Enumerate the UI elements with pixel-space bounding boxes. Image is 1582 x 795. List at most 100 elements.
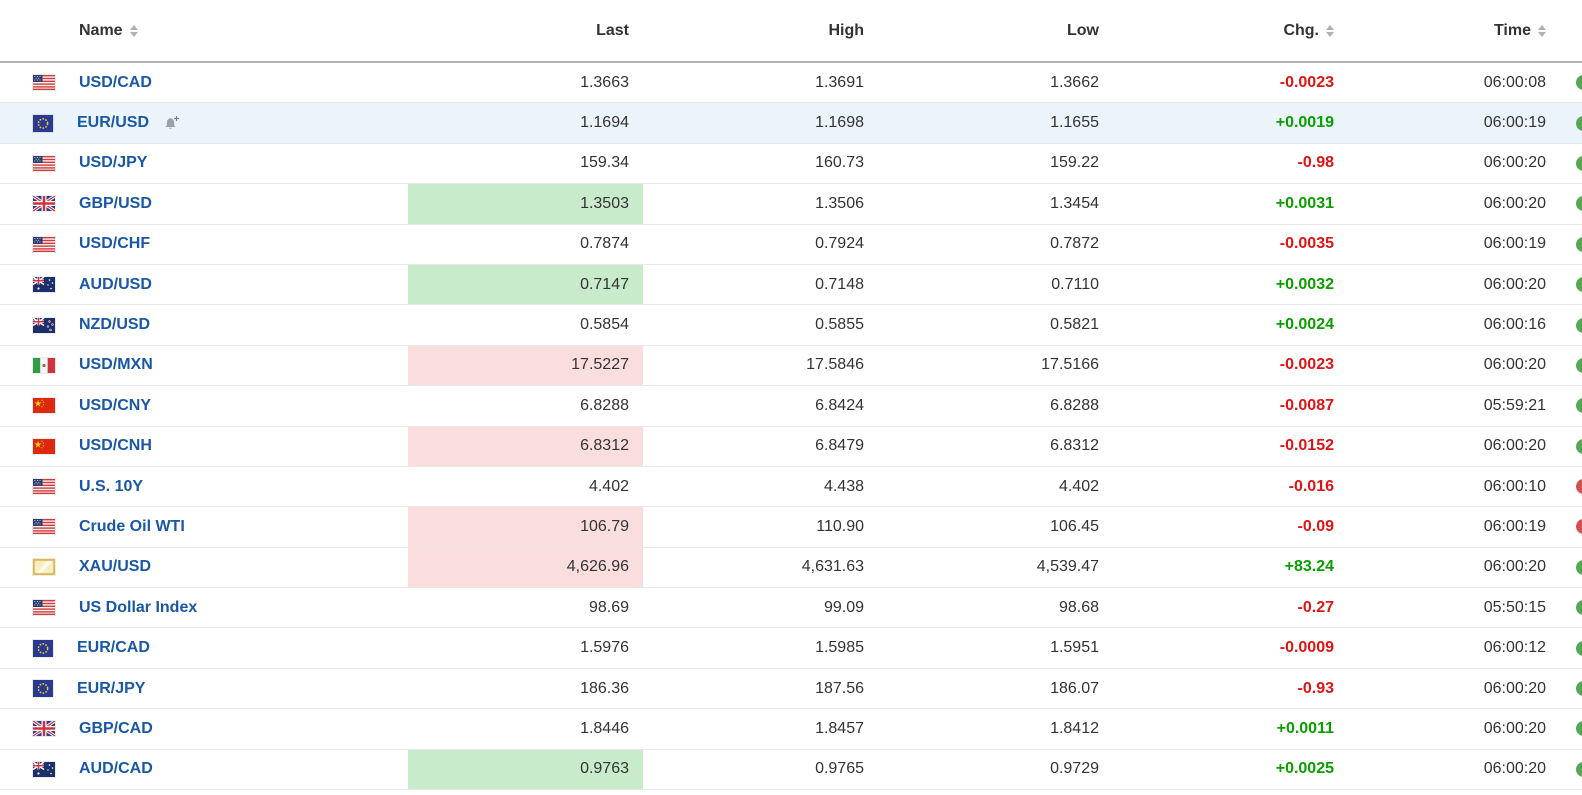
column-header-last: Last xyxy=(408,0,643,61)
last-cell: 0.5854 xyxy=(580,316,629,334)
instrument-link[interactable]: EUR/CAD xyxy=(77,639,150,657)
change-cell: -0.0023 xyxy=(1279,356,1334,374)
us-flag-icon xyxy=(33,519,55,535)
low-cell: 6.8312 xyxy=(1050,437,1099,455)
instrument-link[interactable]: USD/CHF xyxy=(79,235,151,253)
table-header: Name Last High Low Chg. Time xyxy=(0,0,1582,63)
instrument-link[interactable]: AUD/USD xyxy=(79,275,152,293)
sort-icon[interactable] xyxy=(1326,24,1334,37)
market-open-clock-icon xyxy=(1576,721,1582,737)
instrument-link[interactable]: XAU/USD xyxy=(79,558,152,576)
clock-cell xyxy=(1560,144,1582,183)
instrument-link[interactable]: AUD/CAD xyxy=(79,760,153,778)
low-cell: 1.1655 xyxy=(1050,114,1099,132)
last-cell: 1.5976 xyxy=(580,639,629,657)
market-open-clock-icon xyxy=(1576,761,1582,777)
name-cell: USD/CAD xyxy=(0,63,408,102)
table-row: GBP/CAD 1.8446 1.8457 1.8412 +0.0011 06:00:20 xyxy=(0,709,1582,750)
instrument-link[interactable]: USD/CAD xyxy=(79,73,152,91)
clock-cell xyxy=(1560,103,1582,142)
name-cell: Crude Oil WTI xyxy=(0,507,408,546)
change-cell: +0.0031 xyxy=(1275,194,1334,212)
au-flag-icon xyxy=(33,277,55,293)
market-open-clock-icon xyxy=(1576,196,1582,212)
low-cell: 0.7872 xyxy=(1050,235,1099,253)
market-open-clock-icon xyxy=(1576,398,1582,414)
instrument-link[interactable]: EUR/USD xyxy=(77,114,150,132)
instrument-link[interactable]: USD/MXN xyxy=(79,356,153,374)
column-label-last: Last xyxy=(596,21,629,39)
instrument-link[interactable]: USD/CNH xyxy=(79,437,152,455)
table-row: GBP/USD 1.3503 1.3506 1.3454 +0.0031 06:00:20 xyxy=(0,184,1582,225)
last-cell: 0.9763 xyxy=(408,749,643,790)
table-row: EUR/JPY 186.36 187.56 186.07 -0.93 06:00:20 xyxy=(0,668,1582,710)
name-cell: USD/CHF xyxy=(0,225,408,264)
last-cell: 186.36 xyxy=(580,679,629,697)
market-open-clock-icon xyxy=(1576,681,1582,697)
gold-bar-icon xyxy=(33,559,55,576)
column-header-time[interactable]: Time xyxy=(1348,0,1560,61)
table-row: NZD/USD 0.5854 0.5855 0.5821 +0.0024 06:00:16 xyxy=(0,305,1582,346)
low-cell: 1.3454 xyxy=(1050,194,1099,212)
market-open-clock-icon xyxy=(1576,600,1582,616)
us-flag-icon xyxy=(33,236,55,252)
clock-cell xyxy=(1560,709,1582,748)
instrument-link[interactable]: USD/JPY xyxy=(79,154,148,172)
instrument-link[interactable]: Crude Oil WTI xyxy=(79,517,185,535)
clock-cell xyxy=(1560,305,1582,344)
clock-cell xyxy=(1560,184,1582,223)
change-cell: -0.0035 xyxy=(1279,235,1334,253)
high-cell: 1.3506 xyxy=(815,194,864,212)
table-row: XAU/USD 4,626.96 4,631.63 4,539.47 +83.24 06:… xyxy=(0,547,1582,589)
instrument-link[interactable]: GBP/CAD xyxy=(79,719,153,737)
market-open-clock-icon xyxy=(1576,236,1582,252)
instrument-link[interactable]: GBP/USD xyxy=(79,194,152,212)
instrument-link[interactable]: EUR/JPY xyxy=(77,679,146,697)
name-cell: ★ USD/CNY xyxy=(0,386,408,425)
instrument-link[interactable]: NZD/USD xyxy=(79,316,151,334)
clock-cell xyxy=(1560,669,1582,708)
last-cell: 17.5227 xyxy=(408,345,643,386)
sort-icon[interactable] xyxy=(129,24,138,37)
instrument-link[interactable]: U.S. 10Y xyxy=(79,477,144,495)
high-cell: 0.7148 xyxy=(815,275,864,293)
clock-cell xyxy=(1560,386,1582,425)
clock-cell xyxy=(1560,346,1582,385)
instrument-link[interactable]: US Dollar Index xyxy=(79,598,198,616)
market-open-clock-icon xyxy=(1576,559,1582,575)
last-cell: 98.69 xyxy=(588,598,629,616)
last-cell: 1.8446 xyxy=(580,719,629,737)
time-cell: 06:00:20 xyxy=(1483,760,1546,778)
clock-cell xyxy=(1560,548,1582,587)
us-flag-icon xyxy=(33,600,55,616)
change-cell: +0.0032 xyxy=(1275,275,1334,293)
clock-cell xyxy=(1560,588,1582,627)
low-cell: 0.5821 xyxy=(1050,316,1099,334)
low-cell: 17.5166 xyxy=(1041,356,1099,374)
table-row: U.S. 10Y 4.402 4.438 4.402 -0.016 06:00:10 xyxy=(0,466,1582,508)
table-body: USD/CAD 1.3663 1.3691 1.3662 -0.0023 06:00:08… xyxy=(0,63,1582,791)
market-open-clock-icon xyxy=(1576,277,1582,293)
low-cell: 0.7110 xyxy=(1051,275,1099,293)
table-row: EUR/USD 1.1694 1.1698 1.1655 +0.0019 06:00:19 xyxy=(0,103,1582,144)
table-row: Crude Oil WTI 106.79 110.90 106.45 -0.09 06:0… xyxy=(0,507,1582,548)
table-row: ★ USD/CNH 6.8312 6.8479 6.8312 -0.0152 06:00:2… xyxy=(0,426,1582,467)
column-header-name[interactable]: Name xyxy=(0,0,408,61)
column-header-chg[interactable]: Chg. xyxy=(1113,0,1348,61)
high-cell: 187.56 xyxy=(815,679,864,697)
time-cell: 06:00:16 xyxy=(1483,316,1546,334)
low-cell: 6.8288 xyxy=(1050,396,1099,414)
sort-icon[interactable] xyxy=(1538,24,1546,37)
eu-flag-icon xyxy=(33,114,53,132)
time-cell: 06:00:20 xyxy=(1483,356,1546,374)
instrument-link[interactable]: USD/CNY xyxy=(79,396,152,414)
name-cell: EUR/JPY xyxy=(0,669,408,708)
time-cell: 06:00:12 xyxy=(1483,639,1546,657)
change-cell: +0.0025 xyxy=(1275,760,1334,778)
au-flag-icon xyxy=(33,761,55,777)
market-open-clock-icon xyxy=(1576,155,1582,171)
alert-bell-plus-icon[interactable] xyxy=(163,115,180,132)
last-cell: 0.7874 xyxy=(580,235,629,253)
us-flag-icon xyxy=(33,75,55,91)
